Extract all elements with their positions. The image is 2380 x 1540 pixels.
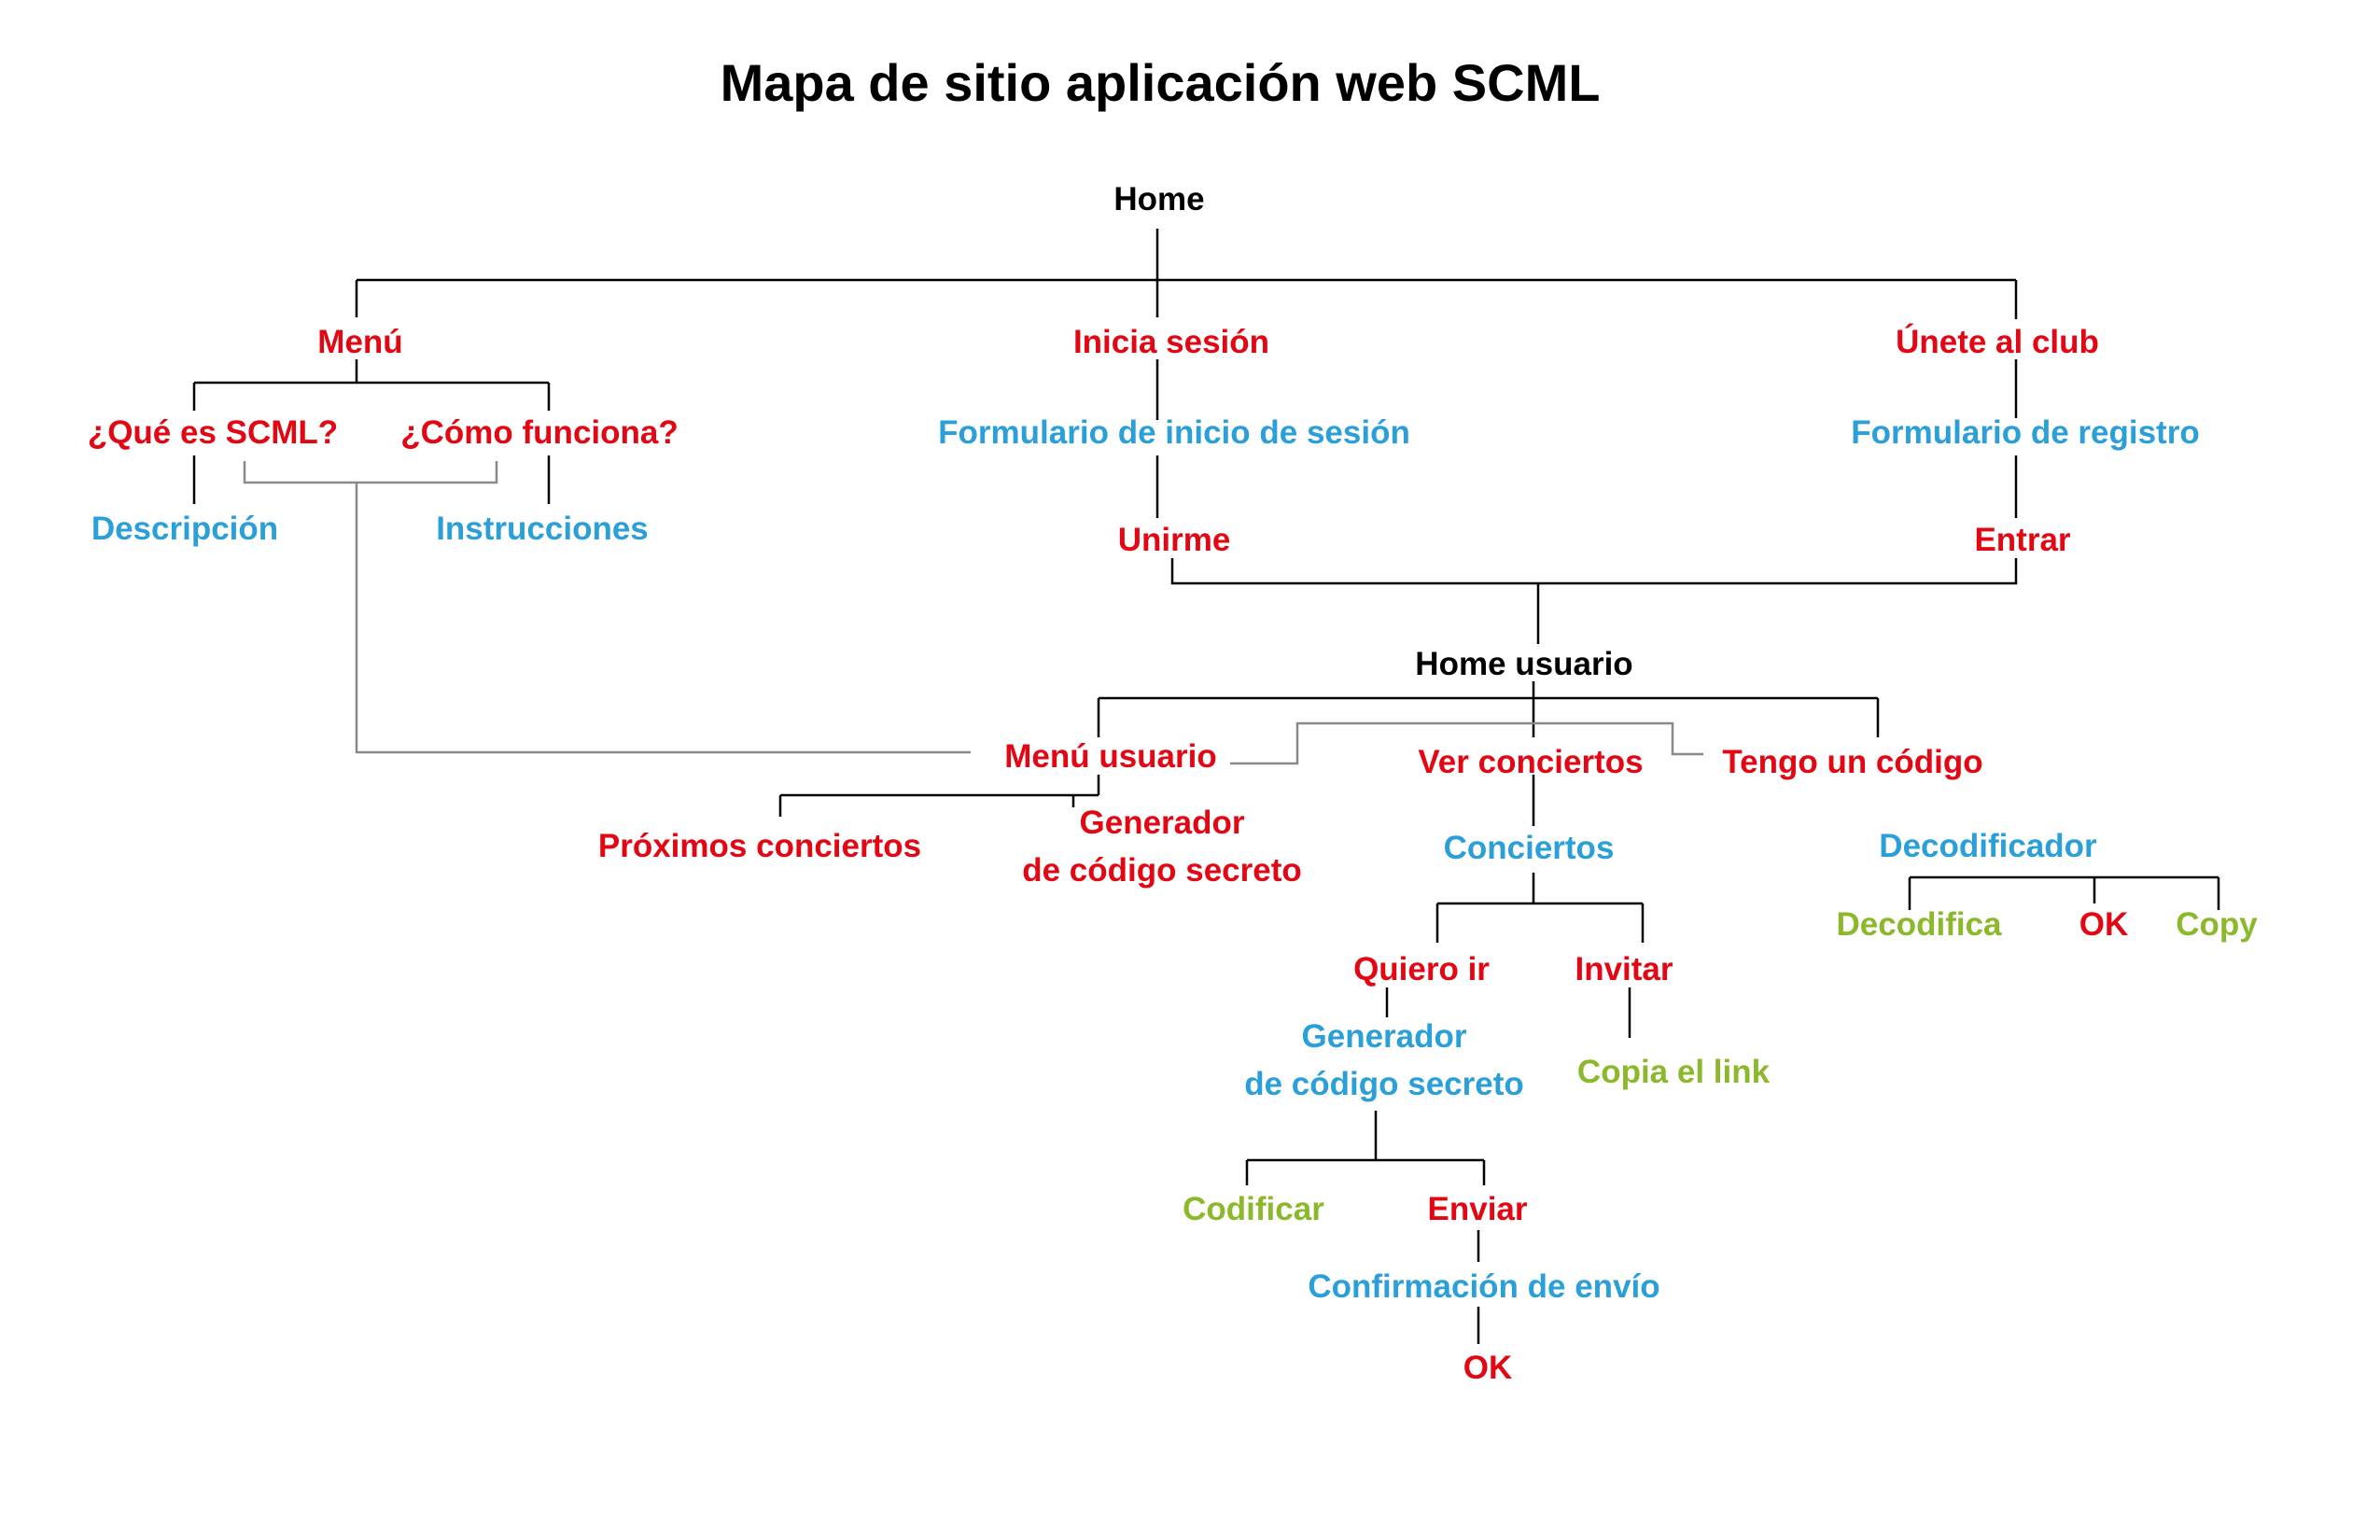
- connector-merge: [1170, 558, 2018, 644]
- node-ok-decodificador: OK: [2079, 906, 2129, 943]
- node-unirme: Unirme: [1118, 522, 1231, 558]
- node-menu-usuario: Menú usuario: [1004, 738, 1217, 775]
- cross-link-menu-usuario: [1230, 721, 1703, 765]
- node-conciertos: Conciertos: [1444, 830, 1615, 866]
- node-que-es-scml: ¿Qué es SCML?: [88, 414, 338, 451]
- node-unete-al-club: Únete al club: [1896, 323, 2099, 360]
- node-formulario-inicio-sesion: Formulario de inicio de sesión: [938, 414, 1410, 451]
- node-confirmacion-envio: Confirmación de envío: [1308, 1268, 1659, 1305]
- node-generador-2-line1: Generador: [1302, 1018, 1467, 1055]
- node-generador-line2: de código secreto: [1022, 852, 1302, 889]
- node-tengo-un-codigo: Tengo un código: [1722, 744, 1982, 780]
- connector-menu: [192, 359, 551, 411]
- node-decodificador: Decodificador: [1879, 828, 2097, 864]
- page-title: Mapa de sitio aplicación web SCML: [721, 53, 1601, 112]
- node-copy: Copy: [2176, 906, 2258, 943]
- node-ver-conciertos: Ver conciertos: [1418, 744, 1643, 780]
- node-home-usuario: Home usuario: [1415, 646, 1632, 682]
- node-codificar: Codificar: [1183, 1191, 1324, 1227]
- node-quiero-ir: Quiero ir: [1353, 951, 1490, 987]
- connector-menu-usuario: [778, 775, 1100, 817]
- node-enviar: Enviar: [1428, 1191, 1528, 1227]
- node-invitar: Invitar: [1575, 951, 1673, 987]
- connector-home: [355, 229, 2018, 319]
- node-generador-2-line2: de código secreto: [1244, 1066, 1524, 1102]
- connector-ver-conciertos: [1435, 775, 1645, 943]
- node-descripcion: Descripción: [91, 511, 278, 547]
- connector-lines: [192, 229, 2220, 1344]
- node-instrucciones: Instrucciones: [436, 511, 649, 547]
- node-home: Home: [1113, 181, 1204, 217]
- node-como-funciona: ¿Cómo funciona?: [400, 414, 678, 451]
- connector-home-usuario: [1097, 681, 1880, 737]
- node-copia-el-link: Copia el link: [1577, 1054, 1771, 1090]
- cross-link-menu: [243, 461, 971, 754]
- node-decodifica: Decodifica: [1837, 906, 2003, 943]
- node-generador-line1: Generador: [1080, 805, 1245, 841]
- nodes: Home Menú Inicia sesión Únete al club ¿Q…: [88, 181, 2258, 1386]
- node-menu: Menú: [317, 324, 402, 360]
- connector-decodificador: [1908, 875, 2220, 910]
- node-entrar: Entrar: [1974, 522, 2070, 558]
- cross-links: [243, 461, 1703, 765]
- node-formulario-registro: Formulario de registro: [1851, 414, 2199, 451]
- node-inicia-sesion: Inicia sesión: [1073, 324, 1269, 360]
- node-proximos-conciertos: Próximos conciertos: [598, 828, 921, 864]
- connector-generador: [1245, 1111, 1486, 1185]
- node-ok-envio: OK: [1463, 1350, 1513, 1386]
